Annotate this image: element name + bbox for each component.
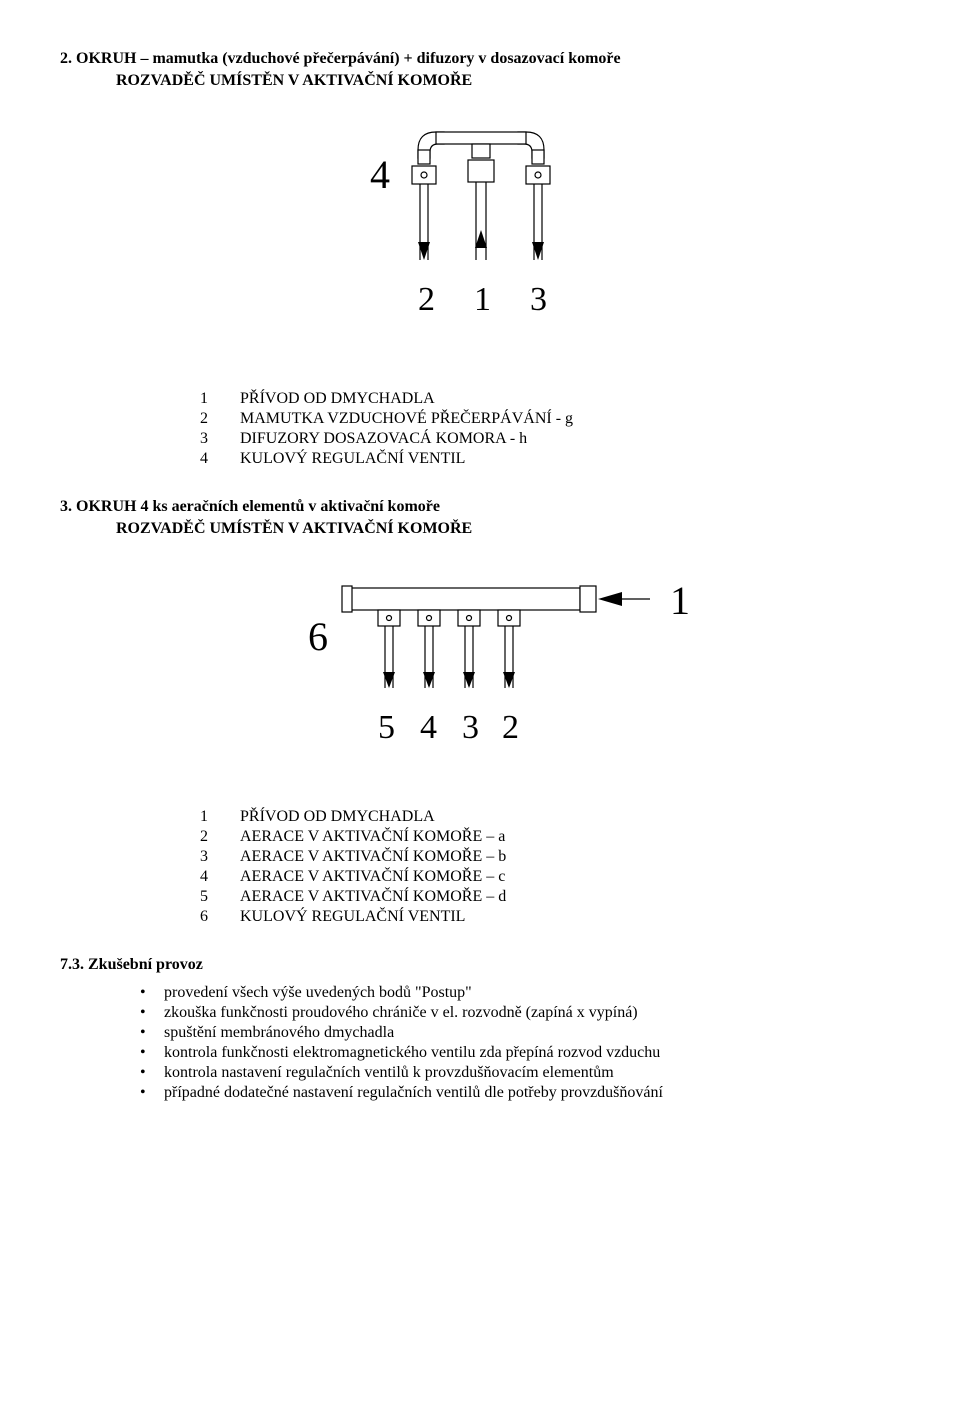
- diagram2-label-4: 4: [420, 709, 437, 746]
- legend-num: 1: [200, 808, 240, 826]
- diagram-1-container: 4 2 1 3: [60, 110, 900, 370]
- list-item: • případné dodatečné nastavení regulační…: [140, 1084, 900, 1102]
- legend-row: 6 KULOVÝ REGULAČNÍ VENTIL: [200, 908, 900, 926]
- diagram1-label-1: 1: [474, 281, 491, 318]
- legend-num: 4: [200, 868, 240, 886]
- legend-num: 6: [200, 908, 240, 926]
- bullet-text: provedení všech výše uvedených bodů "Pos…: [164, 984, 472, 1002]
- diagram1-label-3: 3: [530, 281, 547, 318]
- bullet-icon: •: [140, 1004, 164, 1022]
- legend-num: 3: [200, 430, 240, 448]
- legend-num: 1: [200, 390, 240, 408]
- legend-text: MAMUTKA VZDUCHOVÉ PŘEČERPÁVÁNÍ - g: [240, 410, 573, 428]
- list-item: • provedení všech výše uvedených bodů "P…: [140, 984, 900, 1002]
- diagram1-label-2: 2: [418, 281, 435, 318]
- diagram-2-container: 1 6 5 4 3 2: [60, 558, 900, 788]
- bullet-list: • provedení všech výše uvedených bodů "P…: [140, 984, 900, 1102]
- legend-row: 3 AERACE V AKTIVAČNÍ KOMOŘE – b: [200, 848, 900, 866]
- legend-row: 1 PŘÍVOD OD DMYCHADLA: [200, 390, 900, 408]
- diagram-1: 4 2 1 3: [300, 110, 660, 370]
- bullet-icon: •: [140, 984, 164, 1002]
- legend-num: 2: [200, 410, 240, 428]
- diagram2-label-6: 6: [308, 614, 328, 659]
- bullet-icon: •: [140, 1084, 164, 1102]
- bullet-text: zkouška funkčnosti proudového chrániče v…: [164, 1004, 638, 1022]
- list-item: • kontrola nastavení regulačních ventilů…: [140, 1064, 900, 1082]
- list-item: • zkouška funkčnosti proudového chrániče…: [140, 1004, 900, 1022]
- bullet-text: spuštění membránového dmychadla: [164, 1024, 394, 1042]
- legend-text: PŘÍVOD OD DMYCHADLA: [240, 808, 435, 826]
- diagram1-label-4: 4: [370, 152, 390, 197]
- bullet-text: kontrola nastavení regulačních ventilů k…: [164, 1064, 614, 1082]
- legend-text: KULOVÝ REGULAČNÍ VENTIL: [240, 450, 465, 468]
- legend-num: 3: [200, 848, 240, 866]
- bullet-icon: •: [140, 1044, 164, 1062]
- legend-row: 4 KULOVÝ REGULAČNÍ VENTIL: [200, 450, 900, 468]
- legend-1: 1 PŘÍVOD OD DMYCHADLA 2 MAMUTKA VZDUCHOV…: [200, 390, 900, 468]
- diagram2-label-3: 3: [462, 709, 479, 746]
- bullet-icon: •: [140, 1024, 164, 1042]
- legend-row: 1 PŘÍVOD OD DMYCHADLA: [200, 808, 900, 826]
- list-item: • kontrola funkčnosti elektromagnetickéh…: [140, 1044, 900, 1062]
- list-item: • spuštění membránového dmychadla: [140, 1024, 900, 1042]
- legend-num: 4: [200, 450, 240, 468]
- diagram2-label-1: 1: [670, 578, 690, 623]
- legend-num: 5: [200, 888, 240, 906]
- legend-row: 4 AERACE V AKTIVAČNÍ KOMOŘE – c: [200, 868, 900, 886]
- diagram2-label-2: 2: [502, 709, 519, 746]
- legend-text: AERACE V AKTIVAČNÍ KOMOŘE – c: [240, 868, 505, 886]
- bullet-text: kontrola funkčnosti elektromagnetického …: [164, 1044, 660, 1062]
- legend-2: 1 PŘÍVOD OD DMYCHADLA 2 AERACE V AKTIVAČ…: [200, 808, 900, 926]
- legend-num: 2: [200, 828, 240, 846]
- legend-text: AERACE V AKTIVAČNÍ KOMOŘE – a: [240, 828, 505, 846]
- section2-title: 2. OKRUH – mamutka (vzduchové přečerpává…: [60, 50, 900, 68]
- diagram-2: 1 6 5 4 3 2: [250, 558, 710, 788]
- legend-text: DIFUZORY DOSAZOVACÁ KOMORA - h: [240, 430, 527, 448]
- legend-text: AERACE V AKTIVAČNÍ KOMOŘE – d: [240, 888, 506, 906]
- legend-text: KULOVÝ REGULAČNÍ VENTIL: [240, 908, 465, 926]
- bullet-text: případné dodatečné nastavení regulačních…: [164, 1084, 663, 1102]
- section73-title: 7.3. Zkušební provoz: [60, 956, 900, 974]
- legend-row: 2 AERACE V AKTIVAČNÍ KOMOŘE – a: [200, 828, 900, 846]
- legend-row: 2 MAMUTKA VZDUCHOVÉ PŘEČERPÁVÁNÍ - g: [200, 410, 900, 428]
- legend-text: AERACE V AKTIVAČNÍ KOMOŘE – b: [240, 848, 506, 866]
- legend-row: 5 AERACE V AKTIVAČNÍ KOMOŘE – d: [200, 888, 900, 906]
- bullet-icon: •: [140, 1064, 164, 1082]
- legend-text: PŘÍVOD OD DMYCHADLA: [240, 390, 435, 408]
- legend-row: 3 DIFUZORY DOSAZOVACÁ KOMORA - h: [200, 430, 900, 448]
- section3-title: 3. OKRUH 4 ks aeračních elementů v aktiv…: [60, 498, 900, 516]
- diagram2-label-5: 5: [378, 709, 395, 746]
- section3-subtitle: ROZVADĚČ UMÍSTĚN V AKTIVAČNÍ KOMOŘE: [116, 520, 900, 538]
- section2-subtitle: ROZVADĚČ UMÍSTĚN V AKTIVAČNÍ KOMOŘE: [116, 72, 900, 90]
